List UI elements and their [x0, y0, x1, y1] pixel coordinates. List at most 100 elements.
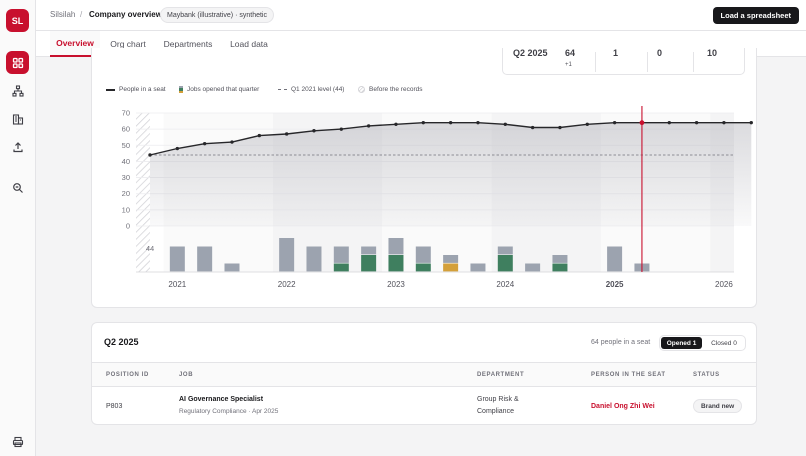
stat-opened: 1: [603, 48, 643, 74]
headcount-point: [230, 140, 234, 144]
buildings-icon: [12, 113, 23, 125]
headcount-point: [284, 132, 289, 136]
upload-icon: [12, 141, 23, 152]
y-tick-label: 30: [122, 173, 130, 182]
job-bar-neutral: [361, 246, 377, 255]
stat-other-value: 10: [707, 48, 718, 58]
before-records-hatch: [136, 113, 150, 272]
job-bar-green: [361, 255, 377, 272]
headcount-point: [175, 146, 180, 151]
col-position-id[interactable]: POSITION ID: [106, 372, 149, 378]
headcount-point: [612, 120, 617, 125]
x-tick-label: 2023: [387, 280, 405, 289]
job-bar-green: [333, 263, 349, 272]
stat-people-delta: +1: [565, 62, 572, 68]
headcount-point: [421, 120, 425, 125]
tab-departments[interactable]: Departments: [163, 39, 213, 49]
nav-org-chart-button[interactable]: [6, 79, 29, 102]
stat-people-value: 64: [565, 48, 576, 58]
headcount-point: [585, 122, 589, 126]
headcount-point: [339, 127, 344, 131]
quarter-title: Q2 2025: [104, 337, 139, 347]
job-bar-green: [415, 263, 431, 272]
job-title: AI Governance Specialist: [179, 396, 264, 403]
nav-departments-button[interactable]: [6, 107, 29, 130]
department-line-1: Group Risk &: [477, 396, 519, 403]
job-bar-neutral: [607, 246, 623, 272]
search-zoom-icon: [12, 182, 23, 193]
nav-load-data-button[interactable]: [6, 135, 29, 158]
legend-jobs[interactable]: Jobs opened that quarter: [179, 86, 259, 93]
legend-before-records[interactable]: Before the records: [358, 86, 422, 93]
job-bar-neutral: [497, 246, 513, 255]
status-badge: Brand new: [693, 399, 743, 413]
legend-baseline[interactable]: Q1 2021 level (44): [278, 86, 344, 93]
headcount-point: [530, 125, 535, 130]
tab-org-chart[interactable]: Org chart: [110, 39, 146, 49]
stat-closed-value: 0: [657, 48, 663, 58]
col-department[interactable]: DEPARTMENT: [477, 372, 525, 378]
headcount-point: [312, 129, 316, 133]
y-tick-label: 70: [122, 109, 130, 118]
person-link[interactable]: Daniel Ong Zhi Wei: [591, 403, 655, 410]
load-spreadsheet-button[interactable]: Load a spreadsheet: [712, 7, 799, 24]
nav-search-button[interactable]: [6, 176, 29, 199]
breadcrumb-root[interactable]: Silsilah: [50, 10, 76, 19]
avatar[interactable]: SL: [6, 9, 29, 32]
y-tick-label: 0: [126, 222, 130, 231]
opened-toggle-button[interactable]: Opened 1: [661, 337, 702, 349]
org-chart-icon: [11, 84, 24, 97]
job-subtitle: Regulatory Compliance · Apr 2025: [179, 408, 279, 415]
grid-icon: [12, 57, 23, 68]
headcount-point: [148, 153, 152, 157]
table-header: POSITION ID JOB DEPARTMENT PERSON IN THE…: [92, 362, 756, 387]
job-bar-neutral: [552, 255, 568, 263]
job-bar-neutral: [306, 246, 322, 272]
legend-people[interactable]: People in a seat: [106, 86, 166, 93]
col-person[interactable]: PERSON IN THE SEAT: [591, 372, 666, 378]
tab-load-data[interactable]: Load data: [230, 39, 268, 49]
job-bar-neutral: [333, 246, 349, 263]
col-status[interactable]: STATUS: [693, 372, 720, 378]
stat-opened-value: 1: [613, 48, 619, 58]
job-bar-neutral: [443, 255, 459, 263]
baseline-value-label: 44: [146, 244, 154, 253]
breadcrumb-separator: /: [80, 10, 83, 19]
x-tick-label: 2026: [715, 280, 733, 289]
left-rail: SL: [0, 0, 36, 456]
opened-closed-toggle: Opened 1 Closed 0: [659, 335, 746, 351]
print-button[interactable]: [6, 430, 29, 453]
quarter-detail-card: Q2 2025 64 people in a seat Opened 1 Clo…: [91, 322, 757, 425]
headcount-point: [448, 120, 453, 125]
job-bar-neutral: [415, 246, 431, 263]
job-bar-green: [497, 255, 513, 272]
x-tick-label: 2022: [278, 280, 296, 289]
stat-quarter-value: Q2 2025: [513, 48, 548, 58]
job-bar-neutral: [525, 263, 541, 272]
job-bar-green: [388, 255, 404, 272]
nav-overview-button[interactable]: [6, 51, 29, 74]
headcount-point: [202, 141, 207, 146]
top-bar: Silsilah / Company overview Maybank (ill…: [36, 0, 806, 31]
stat-other: 10: [697, 48, 742, 74]
headcount-chart[interactable]: 0 10 20 30 40 50 60 70 44 2021 2022 2023 2024 2025 202…: [92, 106, 758, 346]
x-tick-label: 2021: [168, 280, 186, 289]
y-tick-label: 60: [122, 125, 130, 134]
y-tick-label: 40: [122, 157, 130, 166]
headcount-point: [503, 122, 507, 126]
department-line-2: Compliance: [477, 408, 514, 415]
page-title: Company overview: [89, 10, 162, 19]
job-bar-neutral: [279, 238, 295, 272]
headcount-point: [558, 125, 562, 130]
stat-people: 64 +1: [555, 48, 605, 74]
x-tick-label: 2025: [606, 280, 624, 289]
job-bar-green: [552, 263, 568, 272]
closed-toggle-button[interactable]: Closed 0: [711, 339, 737, 347]
headcount-point: [639, 120, 645, 126]
job-bar-neutral: [197, 246, 213, 272]
job-bar-amber: [443, 263, 459, 272]
col-job[interactable]: JOB: [179, 372, 194, 378]
people-count: 64 people in a seat: [591, 339, 651, 346]
stat-quarter: Q2 2025: [503, 48, 595, 74]
y-tick-label: 20: [122, 189, 130, 198]
